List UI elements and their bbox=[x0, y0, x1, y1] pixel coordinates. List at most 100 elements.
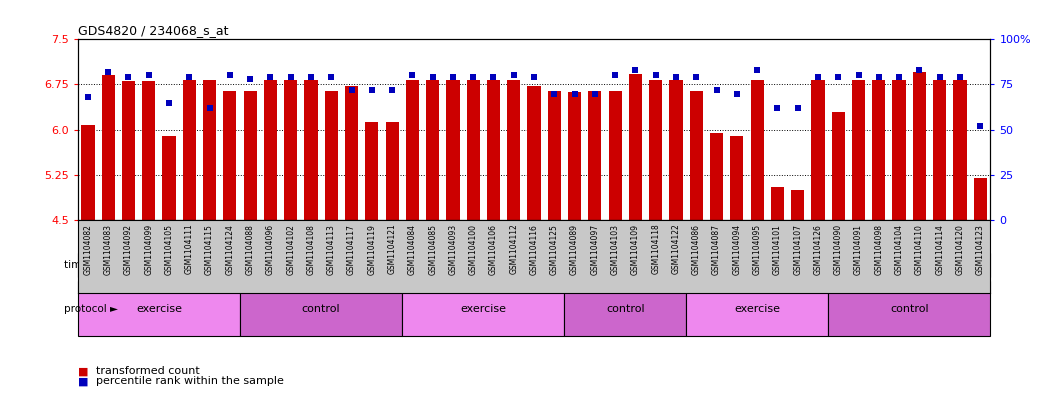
Bar bbox=[325, 90, 338, 220]
Text: control: control bbox=[606, 303, 645, 314]
Bar bbox=[446, 80, 459, 220]
Text: GSM1104096: GSM1104096 bbox=[265, 224, 275, 275]
Text: GSM1104104: GSM1104104 bbox=[895, 224, 903, 275]
Bar bbox=[78, 281, 240, 336]
Text: GSM1104115: GSM1104115 bbox=[205, 224, 214, 275]
Bar bbox=[649, 80, 663, 220]
Bar bbox=[203, 80, 216, 220]
Text: GSM1104112: GSM1104112 bbox=[509, 224, 518, 274]
Text: GSM1104119: GSM1104119 bbox=[367, 224, 376, 275]
Bar bbox=[122, 81, 135, 220]
Text: GSM1104107: GSM1104107 bbox=[793, 224, 803, 275]
Bar bbox=[142, 81, 156, 220]
Bar bbox=[974, 178, 987, 220]
Bar bbox=[81, 125, 94, 220]
Bar bbox=[263, 80, 277, 220]
Text: GSM1104102: GSM1104102 bbox=[286, 224, 296, 275]
Text: GSM1104090: GSM1104090 bbox=[834, 224, 843, 275]
Bar bbox=[564, 281, 686, 336]
Text: GSM1104098: GSM1104098 bbox=[874, 224, 884, 275]
Text: GSM1104126: GSM1104126 bbox=[813, 224, 822, 275]
Bar bbox=[751, 80, 763, 220]
Text: GSM1104087: GSM1104087 bbox=[712, 224, 721, 275]
Text: GSM1104106: GSM1104106 bbox=[489, 224, 498, 275]
Text: transformed count: transformed count bbox=[96, 366, 200, 376]
Text: GSM1104083: GSM1104083 bbox=[104, 224, 113, 275]
Text: GSM1104100: GSM1104100 bbox=[469, 224, 478, 275]
Text: GSM1104091: GSM1104091 bbox=[854, 224, 863, 275]
Text: GSM1104082: GSM1104082 bbox=[83, 224, 92, 275]
Bar bbox=[588, 90, 601, 220]
Bar bbox=[244, 90, 257, 220]
Text: GSM1104113: GSM1104113 bbox=[327, 224, 336, 275]
Bar bbox=[386, 123, 398, 220]
Text: exercise: exercise bbox=[136, 303, 181, 314]
Text: GSM1104088: GSM1104088 bbox=[246, 224, 255, 275]
Text: GSM1104118: GSM1104118 bbox=[651, 224, 661, 274]
Bar bbox=[223, 90, 236, 220]
Bar bbox=[686, 281, 829, 336]
Bar bbox=[163, 136, 175, 220]
Text: control: control bbox=[302, 303, 340, 314]
Bar bbox=[240, 281, 402, 336]
Text: GSM1104094: GSM1104094 bbox=[732, 224, 741, 275]
Text: control: control bbox=[890, 303, 928, 314]
Text: GSM1104103: GSM1104103 bbox=[611, 224, 620, 275]
Bar bbox=[305, 80, 317, 220]
Bar bbox=[467, 80, 480, 220]
Text: day 4: day 4 bbox=[822, 260, 853, 270]
Bar bbox=[770, 187, 784, 220]
Text: GSM1104123: GSM1104123 bbox=[976, 224, 985, 275]
Text: day 2: day 2 bbox=[529, 260, 560, 270]
Bar bbox=[832, 112, 845, 220]
Text: GSM1104093: GSM1104093 bbox=[448, 224, 457, 275]
Text: GSM1104116: GSM1104116 bbox=[530, 224, 538, 275]
Bar bbox=[628, 74, 642, 220]
Text: GSM1104109: GSM1104109 bbox=[630, 224, 640, 275]
Bar bbox=[284, 80, 298, 220]
Text: GSM1104092: GSM1104092 bbox=[124, 224, 133, 275]
Bar bbox=[953, 80, 966, 220]
Text: ■: ■ bbox=[78, 366, 88, 376]
Text: GSM1104101: GSM1104101 bbox=[773, 224, 782, 275]
Text: GSM1104110: GSM1104110 bbox=[915, 224, 924, 275]
Bar bbox=[365, 123, 379, 220]
Bar bbox=[730, 136, 744, 220]
Bar bbox=[872, 80, 886, 220]
Text: GSM1104108: GSM1104108 bbox=[307, 224, 315, 275]
Text: GSM1104120: GSM1104120 bbox=[955, 224, 964, 275]
Bar bbox=[102, 75, 115, 220]
Bar bbox=[609, 90, 622, 220]
Text: GSM1104105: GSM1104105 bbox=[165, 224, 173, 275]
Bar bbox=[913, 72, 926, 220]
Bar bbox=[829, 281, 990, 336]
Bar bbox=[690, 90, 703, 220]
Bar bbox=[811, 80, 824, 220]
Text: GSM1104089: GSM1104089 bbox=[570, 224, 579, 275]
Text: GSM1104122: GSM1104122 bbox=[672, 224, 680, 274]
Bar bbox=[507, 80, 521, 220]
Text: GSM1104086: GSM1104086 bbox=[692, 224, 701, 275]
Bar bbox=[791, 190, 805, 220]
Bar bbox=[933, 80, 946, 220]
Text: GSM1104121: GSM1104121 bbox=[388, 224, 396, 274]
Text: GSM1104114: GSM1104114 bbox=[935, 224, 944, 275]
Text: GSM1104097: GSM1104097 bbox=[590, 224, 599, 275]
Text: GSM1104085: GSM1104085 bbox=[428, 224, 438, 275]
Text: GSM1104111: GSM1104111 bbox=[185, 224, 194, 274]
Bar bbox=[183, 80, 196, 220]
Bar bbox=[426, 80, 440, 220]
Bar bbox=[710, 133, 723, 220]
Bar bbox=[852, 80, 865, 220]
Bar bbox=[78, 253, 402, 277]
Bar bbox=[568, 92, 581, 220]
Text: exercise: exercise bbox=[734, 303, 780, 314]
Text: day 1 (baseline): day 1 (baseline) bbox=[195, 260, 285, 270]
Text: GSM1104124: GSM1104124 bbox=[225, 224, 234, 275]
Text: ■: ■ bbox=[78, 376, 88, 386]
Text: GSM1104084: GSM1104084 bbox=[408, 224, 417, 275]
Text: GSM1104099: GSM1104099 bbox=[144, 224, 153, 275]
Bar bbox=[345, 86, 358, 220]
Text: time ►: time ► bbox=[63, 260, 99, 270]
Bar bbox=[893, 80, 905, 220]
